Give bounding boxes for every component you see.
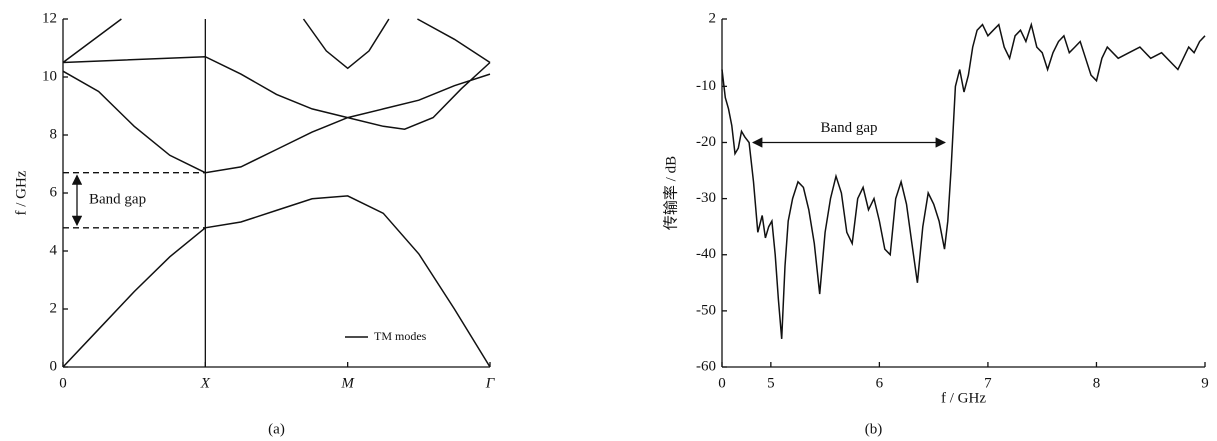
y-tick-label: 12 bbox=[42, 10, 57, 26]
y-axis-label: 传输率 / dB bbox=[662, 156, 679, 230]
data-line bbox=[62, 18, 491, 368]
y-tick-label: -60 bbox=[696, 358, 716, 374]
y-tick-label: -40 bbox=[696, 246, 716, 262]
x-tick-label: 0 bbox=[718, 375, 726, 391]
y-tick-label: 2 bbox=[50, 300, 58, 316]
x-tick-label: 7 bbox=[984, 375, 992, 391]
annotation: Band gap bbox=[89, 192, 146, 208]
data-line bbox=[721, 21, 1206, 339]
y-tick-label: -50 bbox=[696, 302, 716, 318]
x-tick-label: Γ bbox=[485, 375, 496, 391]
y-tick-label: 2 bbox=[709, 10, 717, 26]
y-tick-label: 0 bbox=[50, 358, 58, 374]
x-tick-label: 8 bbox=[1093, 375, 1101, 391]
y-tick-label: 8 bbox=[50, 126, 58, 142]
caption: (b) bbox=[865, 421, 883, 437]
y-tick-label: 10 bbox=[42, 68, 57, 84]
x-tick-label: 9 bbox=[1201, 375, 1209, 391]
y-tick-label: 4 bbox=[50, 242, 58, 258]
y-axis-label: f / GHz bbox=[13, 170, 29, 215]
x-tick-label: 5 bbox=[767, 375, 775, 391]
y-tick-label: 6 bbox=[50, 184, 58, 200]
x-tick-label: 0 bbox=[59, 375, 67, 391]
legend-label: TM modes bbox=[374, 329, 427, 343]
x-tick-label: X bbox=[200, 375, 211, 391]
annotation: Band gap bbox=[820, 120, 877, 136]
caption: (a) bbox=[268, 421, 285, 437]
x-axis-label: f / GHz bbox=[941, 390, 986, 406]
x-tick-label: 6 bbox=[876, 375, 884, 391]
x-tick-label: M bbox=[340, 375, 355, 391]
y-tick-label: -10 bbox=[696, 78, 716, 94]
y-tick-label: -30 bbox=[696, 190, 716, 206]
y-tick-label: -20 bbox=[696, 134, 716, 150]
